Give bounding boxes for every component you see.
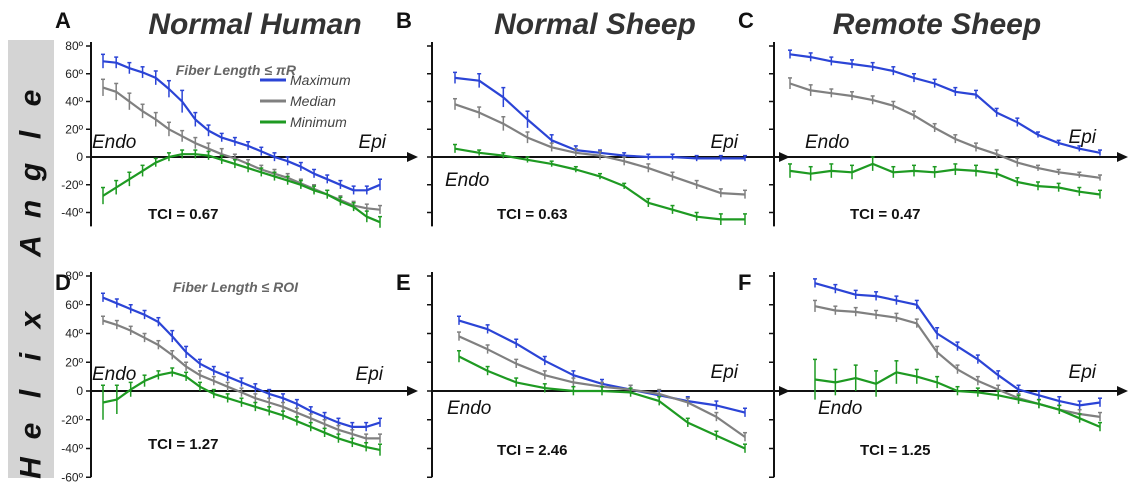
series-maximum: [101, 53, 382, 195]
epi-label: Epi: [1069, 362, 1097, 383]
endo-label: Endo: [447, 398, 491, 419]
series-maximum: [788, 49, 1102, 156]
column-title-remote-sheep: Remote Sheep: [833, 8, 1041, 41]
panel-letter: A: [55, 8, 71, 33]
y-tick-label: 0: [76, 150, 83, 164]
epi-label: Epi: [359, 132, 387, 153]
epi-label: Epi: [711, 362, 739, 383]
panels-container: A 80º 60º 40º 20º 0 -20º -40º Endo Epi TCI = 0.67 F…: [55, 8, 1128, 484]
series-line-maximum: [102, 60, 381, 192]
tci-value: TCI = 0.47: [850, 206, 920, 223]
side-label-letter: i: [15, 352, 48, 361]
y-tick-label: 0: [76, 384, 83, 398]
series-minimum: [101, 149, 382, 228]
x-axis-arrow-icon: [407, 386, 418, 396]
endo-label: Endo: [818, 398, 862, 419]
series-line-maximum: [458, 319, 746, 414]
panel-c: C Endo Epi TCI = 0.47: [738, 8, 1128, 227]
series-line-maximum: [789, 53, 1101, 154]
tci-value: TCI = 0.67: [148, 206, 218, 223]
endo-label: Endo: [92, 364, 136, 385]
series-maximum: [813, 278, 1102, 410]
fiber-length-note: Fiber Length ≤ ROI: [173, 279, 299, 295]
series-maximum: [453, 71, 747, 162]
panel-b: B Endo Epi TCI = 0.63: [396, 8, 790, 227]
side-label-helix-angle: He l i x Ang l e: [15, 90, 48, 479]
y-tick-label: 20º: [65, 355, 83, 369]
series-median: [788, 77, 1102, 181]
y-tick-label: 80º: [65, 269, 83, 283]
y-tick-label: -40º: [61, 206, 83, 220]
x-axis-arrow-icon: [407, 152, 418, 162]
side-label-letter: H: [15, 456, 48, 479]
epi-label: Epi: [1069, 127, 1097, 148]
series-minimum: [457, 350, 747, 453]
legend: Maximum Median Minimum: [260, 72, 351, 130]
legend-entry: Minimum: [290, 114, 347, 130]
legend-entry: Median: [290, 93, 336, 109]
series-median: [453, 97, 747, 199]
panel-letter: C: [738, 8, 754, 33]
tci-value: TCI = 1.25: [860, 442, 930, 459]
series-minimum: [101, 367, 382, 456]
epi-label: Epi: [711, 132, 739, 153]
panel-letter: E: [396, 270, 411, 295]
epi-label: Epi: [356, 364, 384, 385]
panel-letter: D: [55, 270, 71, 295]
y-tick-label: 40º: [65, 95, 83, 109]
series-median: [101, 315, 382, 443]
column-title-normal-sheep: Normal Sheep: [494, 8, 696, 41]
y-tick-label: 60º: [65, 67, 83, 81]
tci-value: TCI = 2.46: [497, 442, 567, 459]
y-tick-label: 60º: [65, 298, 83, 312]
series-maximum: [101, 292, 382, 432]
series-minimum: [453, 143, 747, 225]
panel-f: F Endo Epi TCI = 1.25: [738, 270, 1128, 478]
series-line-median: [102, 86, 381, 211]
legend-entry: Maximum: [290, 72, 351, 88]
y-tick-label: 40º: [65, 327, 83, 341]
side-label-letter: n: [15, 200, 48, 218]
y-tick-label: -20º: [61, 178, 83, 192]
x-axis-arrow-icon: [1117, 386, 1128, 396]
side-label-letter: l: [15, 130, 48, 139]
side-label-letter: A: [15, 235, 48, 258]
endo-label: Endo: [92, 132, 136, 153]
x-axis-arrow-icon: [1117, 152, 1128, 162]
tci-value: TCI = 0.63: [497, 206, 567, 223]
side-label-letter: e: [15, 90, 48, 107]
panel-e: E Endo Epi TCI = 2.46: [396, 270, 790, 478]
y-tick-label: 80º: [65, 39, 83, 53]
series-line-median: [789, 82, 1101, 179]
y-tick-label: -40º: [61, 442, 83, 456]
endo-label: Endo: [805, 132, 849, 153]
series-minimum: [788, 156, 1102, 199]
endo-label: Endo: [445, 170, 489, 191]
series-line-maximum: [454, 76, 745, 160]
panel-a: A 80º 60º 40º 20º 0 -20º -40º Endo Epi TCI = 0.67 F…: [55, 8, 418, 228]
side-label-letter: x: [15, 310, 48, 330]
fiber-length-note: Fiber Length ≤ πR: [176, 62, 297, 78]
y-tick-label: 20º: [65, 122, 83, 136]
side-label-letter: g: [15, 163, 48, 182]
panel-letter: B: [396, 8, 412, 33]
series-maximum: [457, 315, 747, 417]
series-median: [101, 78, 382, 214]
side-label-letter: e: [15, 423, 48, 440]
series-line-minimum: [102, 153, 381, 224]
tci-value: TCI = 1.27: [148, 436, 218, 453]
side-label-band: [8, 40, 54, 478]
series-line-minimum: [789, 162, 1101, 196]
series-minimum: [813, 358, 1102, 432]
y-tick-label: -20º: [61, 413, 83, 427]
side-label-letter: l: [15, 389, 48, 398]
panel-letter: F: [738, 270, 751, 295]
column-title-normal-human: Normal Human: [148, 8, 361, 41]
y-tick-label: -60º: [61, 470, 83, 484]
